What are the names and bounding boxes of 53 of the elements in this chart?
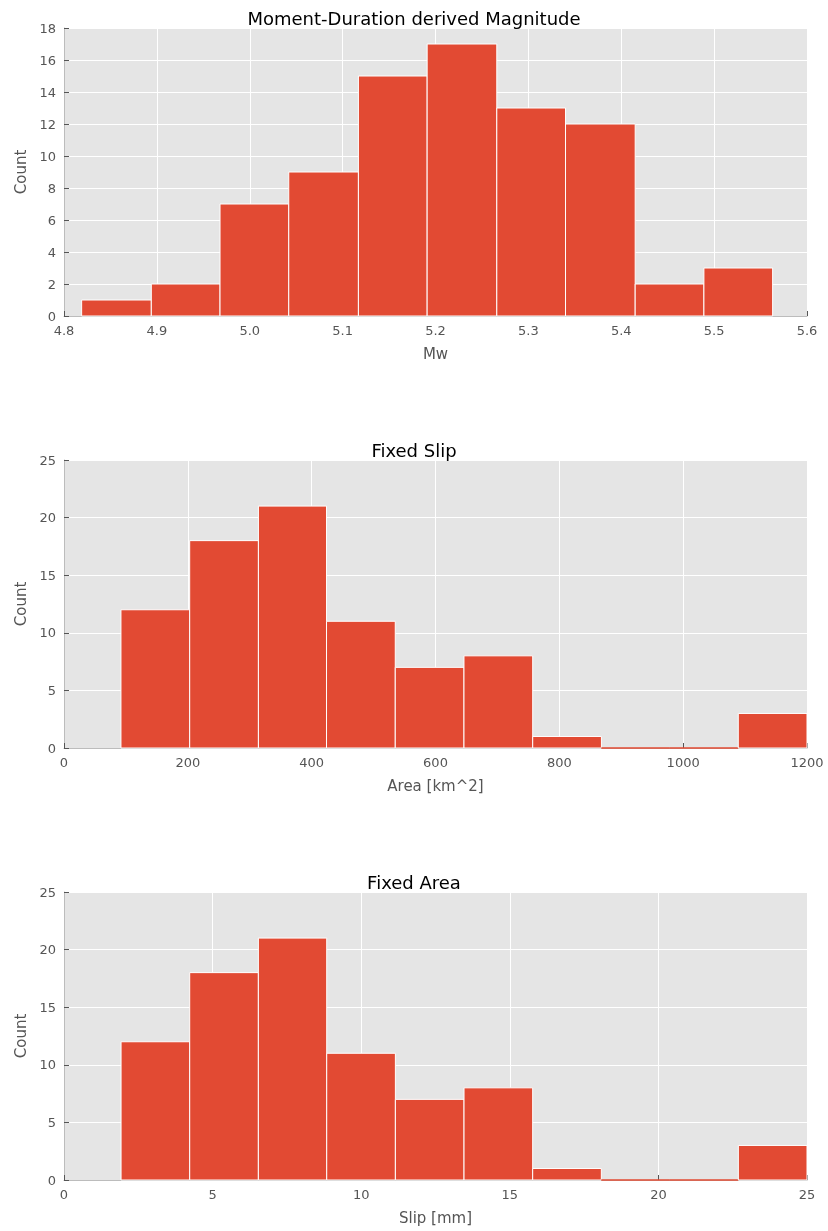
x-tick-label: 5 [208,1187,217,1202]
x-tick-label: 20 [650,1187,667,1202]
y-tick-label: 0 [47,1172,56,1188]
x-axis-title: Area [km^2] [387,776,484,795]
x-tick-label: 5.2 [425,323,446,338]
x-tick-label: 800 [546,755,572,770]
y-tick-label: 10 [39,148,56,164]
y-tick-label: 14 [39,84,56,100]
x-tick-label: 1000 [666,755,700,770]
x-tick-label: 15 [501,1187,519,1202]
x-tick-label: 5.4 [610,323,632,338]
y-axis-title: Count [11,149,30,195]
y-tick-label: 15 [39,567,56,583]
y-tick-label: 8 [47,180,56,196]
x-tick-label: 4.9 [146,323,168,338]
y-tick-label: 10 [39,625,56,641]
chart-title: Fixed Area [367,871,461,893]
x-tick-label: 5.5 [703,323,725,338]
y-tick-label: 18 [39,20,56,36]
y-tick-label: 10 [39,1057,56,1073]
y-tick-label: 25 [39,884,56,900]
y-axis-title: Count [11,581,30,627]
x-tick-label: 200 [175,755,201,770]
y-tick-label: 6 [47,212,56,228]
x-tick-label: 10 [352,1187,370,1202]
chart-title: Moment-Duration derived Magnitude [247,7,581,29]
y-tick-label: 20 [39,942,56,958]
x-tick-label: 5.6 [796,323,818,338]
y-tick-label: 5 [47,682,56,698]
y-axis-title: Count [11,1013,30,1059]
y-tick-label: 20 [39,510,56,526]
x-tick-label: 400 [299,755,325,770]
x-axis-title: Mw [422,344,449,363]
x-tick-label: 600 [423,755,448,770]
y-tick-label: 4 [47,244,56,260]
y-tick-label: 16 [39,52,56,68]
x-tick-label: 0 [59,1187,69,1202]
y-tick-label: 25 [39,452,56,468]
y-tick-label: 5 [47,1114,56,1130]
y-tick-label: 15 [39,999,56,1015]
x-tick-label: 25 [798,1187,816,1202]
y-tick-label: 2 [47,276,56,292]
x-axis-title: Slip [mm] [398,1208,473,1227]
x-tick-label: 5.0 [239,323,261,338]
y-tick-label: 0 [47,308,56,324]
y-tick-label: 12 [39,116,56,132]
x-tick-label: 0 [59,755,69,770]
chart-title: Fixed Slip [371,439,457,461]
x-tick-label: 1200 [790,755,824,770]
x-tick-label: 4.8 [53,323,75,338]
x-tick-label: 5.3 [518,323,539,338]
y-tick-label: 0 [47,740,56,756]
x-tick-label: 5.1 [332,323,353,338]
